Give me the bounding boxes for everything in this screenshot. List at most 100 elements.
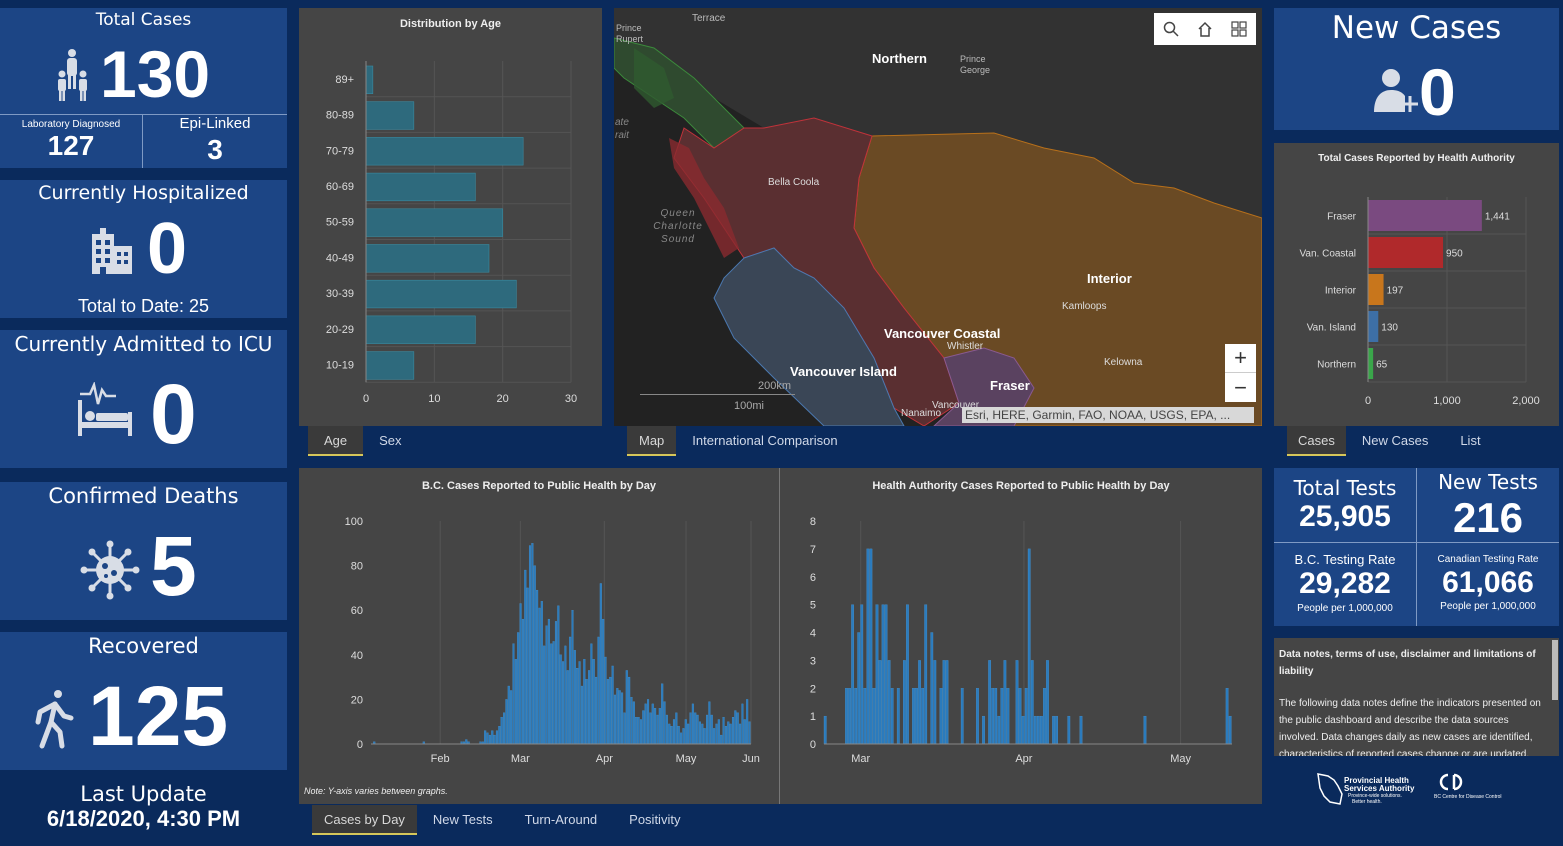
day-bar — [517, 632, 520, 745]
bc-outline-icon — [1317, 773, 1343, 805]
scale-mi: 100mi — [734, 400, 764, 412]
x-tick-label: Jun — [742, 753, 760, 765]
day-bar — [495, 730, 499, 745]
day-bar — [651, 703, 654, 745]
tab-sex[interactable]: Sex — [379, 433, 402, 448]
day-bar — [521, 618, 524, 745]
day-bar — [547, 618, 550, 745]
y-tick-label: 6 — [810, 572, 816, 584]
day-bar — [717, 719, 720, 745]
tab-new-cases[interactable]: New Cases — [1361, 433, 1429, 448]
ca-rate-sub: People per 1,000,000 — [1440, 601, 1536, 612]
ha-daily-title: Health Authority Cases Reported to Publi… — [872, 480, 1170, 492]
zoom-out-button[interactable]: − — [1225, 373, 1256, 402]
walking-person-icon — [35, 690, 74, 749]
x-tick-label: 0 — [363, 393, 369, 405]
day-bar — [632, 701, 635, 745]
bc-rate-sub: People per 1,000,000 — [1297, 603, 1393, 614]
day-bar — [564, 645, 567, 745]
day-bar — [658, 708, 661, 745]
bc-map[interactable] — [614, 8, 1262, 426]
map-label-whistler: Whistler — [947, 341, 984, 352]
total-tests-value: 25,905 — [1299, 500, 1391, 533]
ha-chart: 0 1,000 2,000 1,441 Fraser 950 Van. Coastal 197… — [1299, 197, 1540, 407]
y-tick-label: 0 — [357, 739, 363, 751]
day-bar — [573, 650, 576, 745]
day-bar — [590, 643, 593, 745]
tab-new-tests[interactable]: New Tests — [432, 812, 493, 827]
zoom-in-button[interactable]: + — [1225, 344, 1256, 373]
tab-cases-by-day[interactable]: Cases by Day — [312, 805, 417, 835]
divider — [1274, 542, 1559, 543]
tab-international-comparison[interactable]: International Comparison — [692, 433, 838, 448]
tab-turn-around[interactable]: Turn-Around — [524, 812, 598, 827]
day-bar — [680, 732, 683, 745]
day-bar — [994, 688, 998, 745]
day-bar — [505, 699, 508, 745]
y-tick-label: Northern — [1317, 360, 1356, 371]
day-bar — [580, 685, 583, 745]
x-tick-label: Feb — [431, 753, 450, 765]
x-tick-label: 2,000 — [1512, 395, 1540, 407]
day-bar — [1040, 715, 1043, 745]
hospitalized-card: Currently Hospitalized 0 Total to Date: … — [0, 180, 287, 318]
add-person-icon — [1374, 69, 1418, 112]
tab-map[interactable]: Map — [627, 426, 677, 456]
scale-km: 200km — [758, 380, 792, 392]
day-bar — [1021, 715, 1025, 745]
age-bar — [365, 172, 476, 202]
recovered-value: 125 — [88, 669, 229, 763]
day-bar — [1006, 688, 1010, 745]
new-tests-value: 216 — [1452, 494, 1524, 541]
tab-cases[interactable]: Cases — [1287, 426, 1346, 456]
recovered-title: Recovered — [88, 634, 199, 658]
bar-value-label: 130 — [1381, 323, 1398, 334]
day-bar — [512, 643, 515, 745]
map-label-queen-charlotte: Queen Charlotte Sound — [653, 208, 703, 245]
age-chart: 0 10 20 30 89+ 80-89 70-79 60-69 50-59 40-49 30-39… — [326, 61, 577, 405]
scrollbar[interactable] — [1552, 640, 1558, 700]
map-label-vancouver: Vancouver — [932, 400, 980, 411]
tab-list[interactable]: List — [1460, 433, 1481, 448]
map-label-nanaimo: Nanaimo — [901, 408, 942, 419]
scale-line — [640, 394, 795, 395]
home-icon[interactable] — [1197, 21, 1213, 37]
bccdc-name: BC Centre for Disease Control — [1434, 794, 1502, 800]
tab-age[interactable]: Age — [308, 426, 364, 456]
phsa-tagline-2: Better health. — [1352, 799, 1382, 805]
day-bar — [604, 656, 607, 745]
day-bar — [689, 712, 692, 745]
map-label-terrace: Terrace — [692, 13, 726, 24]
day-bar — [698, 721, 701, 745]
basemap-gallery-icon[interactable] — [1231, 21, 1247, 37]
day-bar — [484, 730, 487, 745]
age-bar — [365, 65, 374, 95]
y-tick-label: 8 — [810, 516, 816, 528]
map-panel[interactable]: Terrace Prince Rupert Northern Prince Ge… — [614, 8, 1262, 426]
search-icon[interactable] — [1163, 21, 1179, 37]
bc-daily-title: B.C. Cases Reported to Public Health by … — [421, 480, 657, 492]
data-notes-panel[interactable]: Data notes, terms of use, disclaimer and… — [1274, 638, 1559, 756]
day-bar — [510, 690, 513, 745]
day-bar — [592, 659, 595, 745]
day-bar — [727, 721, 730, 745]
ha-bar — [1368, 348, 1374, 379]
day-bar — [741, 703, 744, 745]
ha-chart-panel: Total Cases Reported by Health Authority… — [1274, 143, 1559, 426]
day-bar — [635, 717, 638, 745]
x-tick-label: Apr — [596, 753, 613, 765]
last-update-label: Last Update — [80, 782, 207, 806]
ha-bar — [1368, 274, 1384, 305]
day-bar — [939, 688, 943, 745]
bar-value-label: 197 — [1387, 286, 1404, 297]
map-label-strait: ate rait — [615, 117, 629, 141]
day-bar — [960, 688, 964, 745]
tab-positivity[interactable]: Positivity — [629, 812, 681, 827]
phsa-name-1: Provincial Health — [1344, 776, 1409, 785]
epi-linked-label: Epi-Linked — [179, 115, 251, 132]
day-bar — [576, 668, 579, 745]
x-tick-label: Apr — [1015, 753, 1032, 765]
day-bar — [663, 701, 666, 745]
map-label-interior: Interior — [1087, 271, 1132, 286]
day-bar — [1000, 688, 1004, 745]
